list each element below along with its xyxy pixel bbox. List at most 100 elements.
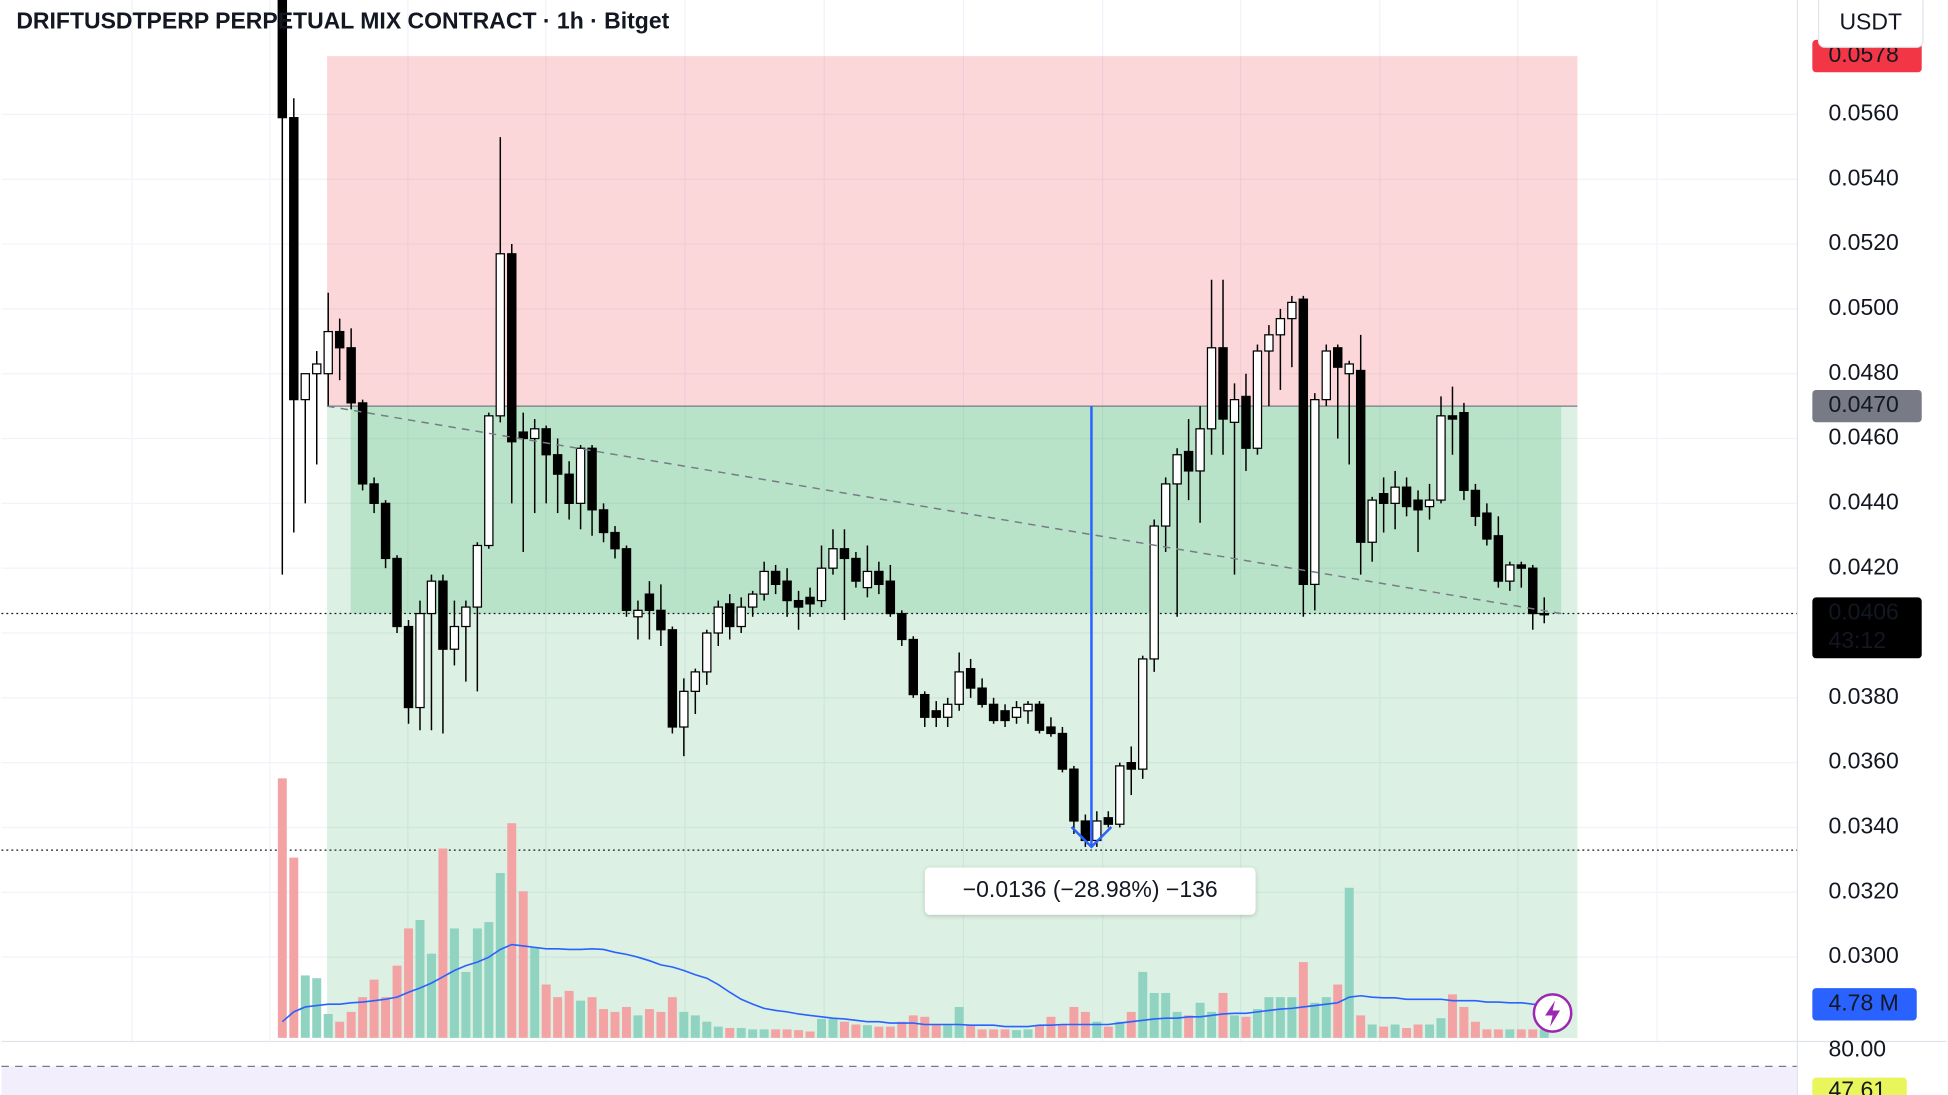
volume-bar	[817, 1018, 826, 1038]
candle-body	[713, 606, 723, 634]
candle-body	[874, 570, 884, 586]
candle-body	[1321, 350, 1331, 401]
unit-box	[1817, 0, 1924, 48]
candle-body	[552, 454, 563, 475]
volume-bar	[461, 971, 471, 1038]
y-tick-label: 0.0540	[1828, 164, 1898, 190]
volume-bar	[1528, 1029, 1538, 1038]
volume-bar	[1161, 992, 1171, 1038]
volume-bar	[541, 984, 551, 1038]
volume-bar	[1241, 1016, 1251, 1038]
candle-body	[610, 531, 620, 550]
countdown: 43:12	[1828, 627, 1886, 653]
candle-body	[1206, 347, 1217, 430]
volume-bar	[828, 1018, 838, 1038]
candle-body	[392, 557, 402, 628]
volume-bar	[404, 928, 413, 1038]
candle-body	[346, 347, 356, 404]
candle-body	[1344, 363, 1354, 375]
rsi-value-label: 47.61	[1828, 1076, 1886, 1095]
candle-body	[415, 612, 425, 709]
candle-body	[277, 0, 288, 119]
volume-bar	[1493, 1029, 1503, 1038]
candle-body	[782, 580, 792, 602]
volume-bar	[782, 1029, 792, 1038]
y-tick-label: 0.0500	[1828, 294, 1898, 320]
y-tick-label: 0.0560	[1828, 99, 1898, 125]
volume-bar	[748, 1029, 758, 1038]
volume-bar	[495, 873, 505, 1038]
candle-body	[1069, 768, 1079, 822]
candle-body	[897, 612, 907, 641]
volume-bar	[1115, 1021, 1125, 1038]
volume-bar	[954, 1006, 964, 1038]
candle-body	[1459, 411, 1469, 492]
candle-body	[1011, 706, 1022, 718]
candle-body	[1229, 399, 1240, 423]
volume-bar	[1505, 1029, 1515, 1038]
volume-bar	[346, 1011, 356, 1038]
rsi-band	[1, 1066, 1798, 1095]
candle-body	[1103, 817, 1114, 825]
volume-bar	[1195, 1002, 1205, 1038]
candle-body	[954, 671, 964, 705]
candle-body	[977, 687, 987, 705]
candle-body	[1482, 512, 1492, 540]
candle-body	[598, 509, 609, 534]
volume-bar	[622, 1006, 631, 1038]
volume-bar	[553, 997, 563, 1038]
volume-bar	[518, 891, 528, 1038]
candle-body	[403, 625, 414, 709]
volume-bar	[1046, 1016, 1056, 1038]
candle-body	[805, 596, 815, 605]
volume-bar	[289, 857, 299, 1038]
candle-body	[1378, 493, 1389, 504]
candle-body	[920, 693, 930, 718]
candle-body	[1287, 301, 1297, 320]
volume-bar	[277, 778, 287, 1038]
candle-body	[1252, 350, 1263, 449]
volume-bar	[1310, 1002, 1320, 1038]
volume-bar	[885, 1026, 895, 1038]
candle-body	[426, 580, 437, 615]
volume-bar	[1470, 1021, 1480, 1038]
candle-body	[461, 606, 471, 628]
volume-bar	[1264, 997, 1274, 1038]
volume-bar	[1379, 1026, 1389, 1038]
volume-bar	[1390, 1024, 1400, 1038]
y-tick-label: 0.0300	[1828, 942, 1898, 968]
candle-body	[1057, 732, 1068, 770]
price-axis	[1797, 0, 1947, 1095]
volume-bar	[1035, 1025, 1044, 1038]
candle-body	[449, 625, 460, 650]
volume-bar	[1103, 1026, 1113, 1038]
candle-body	[1195, 428, 1205, 472]
candle-body	[908, 638, 919, 696]
candle-body	[1390, 486, 1400, 504]
candle-body	[1138, 658, 1148, 770]
candle-body	[564, 473, 574, 504]
volume-bar	[1230, 1015, 1239, 1038]
candle-body	[541, 428, 551, 456]
y-tick-label: 0.0360	[1828, 748, 1898, 774]
rsi-value-box	[1812, 1077, 1907, 1095]
candle-body	[369, 483, 379, 504]
volume-bar	[920, 1016, 930, 1038]
volume-bar	[610, 1011, 620, 1038]
candle-body	[1183, 450, 1194, 472]
volume-bar	[472, 928, 482, 1038]
candle-body	[667, 629, 678, 728]
volume-bar	[1023, 1029, 1033, 1038]
volume-bar	[1539, 1029, 1549, 1038]
volume-bar	[1459, 1006, 1469, 1038]
candle-body	[644, 593, 655, 611]
candle-body	[736, 606, 746, 628]
candle-body	[289, 117, 299, 401]
volume-bar	[1298, 962, 1308, 1038]
candle-body	[1034, 703, 1045, 731]
candle-body	[1241, 395, 1251, 449]
y-tick-label: 0.0480	[1828, 359, 1898, 385]
y-tick-label: 0.0380	[1828, 683, 1898, 709]
